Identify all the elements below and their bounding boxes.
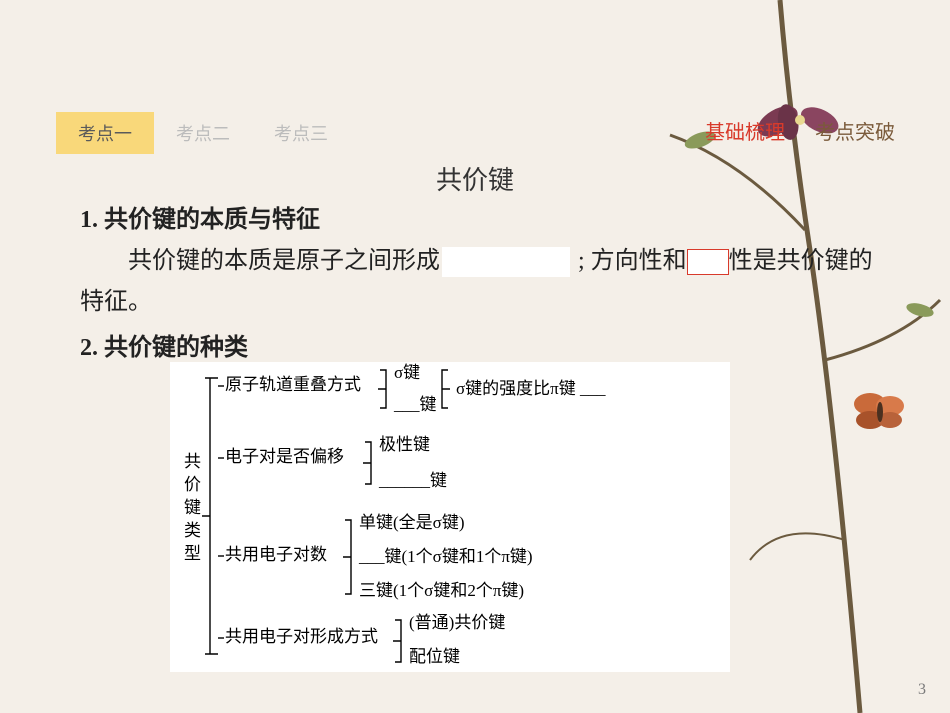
- root-char-1: 共: [184, 452, 201, 471]
- b3-label: 共用电子对数: [225, 545, 327, 564]
- b4-label: 共用电子对形成方式: [225, 627, 378, 646]
- s1-prefix: 共价键的本质是原子之间形成: [80, 248, 440, 274]
- blank-1: [442, 247, 570, 277]
- tab-bar: 考点一 考点二 考点三: [56, 112, 350, 154]
- b2-label: 电子对是否偏移: [225, 447, 344, 466]
- root-char-3: 键: [184, 498, 201, 517]
- section1-heading: 1. 共价键的本质与特征: [80, 200, 890, 241]
- page-number: 3: [918, 681, 926, 699]
- b3-c1: 单键(全是σ键): [359, 513, 465, 532]
- s1-mid: ; 方向性和: [572, 248, 687, 274]
- tab-1[interactable]: 考点一: [56, 112, 154, 154]
- root-char-4: 类: [184, 521, 201, 540]
- link-basics[interactable]: 基础梳理: [705, 122, 785, 144]
- b2-c1: 极性键: [379, 435, 430, 454]
- b4-c1: (普通)共价键: [409, 613, 505, 632]
- root-char-2: 价: [184, 475, 201, 494]
- b1-label: 原子轨道重叠方式: [225, 375, 361, 394]
- b2-c2: ______键: [378, 471, 447, 490]
- tab-2[interactable]: 考点二: [154, 112, 252, 154]
- b4-c2: 配位键: [409, 647, 460, 666]
- b3-c2: ___键(1个σ键和1个π键): [358, 547, 533, 566]
- b1-c2: ___键: [393, 395, 437, 414]
- section1-line: 共价键的本质是原子之间形成 ; 方向性和性是共价键的特征。: [80, 241, 890, 323]
- link-breakthrough[interactable]: 考点突破: [815, 122, 895, 144]
- tab-3[interactable]: 考点三: [252, 112, 350, 154]
- root-char-5: 型: [184, 544, 201, 563]
- b3-c3: 三键(1个σ键和2个π键): [359, 581, 524, 600]
- body-content: 1. 共价键的本质与特征 共价键的本质是原子之间形成 ; 方向性和性是共价键的特…: [80, 200, 890, 369]
- bond-type-diagram: 共 价 键 类 型 原子轨道重叠方式 σ键 ___键 σ键的强度比π键 ___ …: [170, 362, 730, 672]
- b1-extra: σ键的强度比π键 ___: [456, 379, 606, 398]
- topright-links: 基础梳理 考点突破: [705, 116, 895, 145]
- b1-c1: σ键: [394, 363, 420, 382]
- page-title: 共价键: [0, 160, 950, 197]
- blank-2: [687, 249, 729, 275]
